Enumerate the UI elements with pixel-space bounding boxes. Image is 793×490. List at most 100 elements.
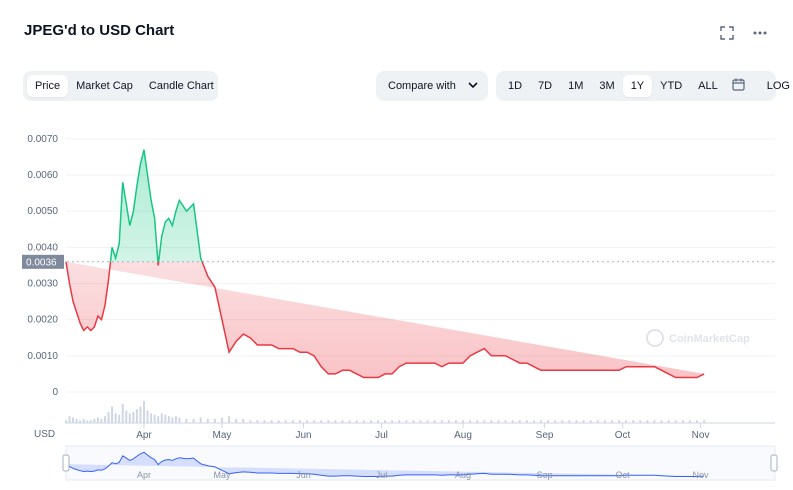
tab-1y[interactable]: 1Y	[622, 75, 653, 97]
fullscreen-icon[interactable]	[719, 26, 735, 42]
log-toggle[interactable]: LOG	[766, 80, 790, 92]
volume-bar	[235, 418, 238, 423]
price-line-down	[65, 261, 705, 379]
more-icon[interactable]	[752, 26, 768, 42]
current-price-label-bg	[22, 254, 64, 269]
volume-bar	[320, 420, 323, 423]
volume-bar	[174, 416, 177, 423]
x-tick-label: Nov	[692, 430, 710, 441]
volume-bar	[150, 413, 153, 423]
volume-bar	[660, 420, 663, 423]
range-tabs: 1D 7D 1M 3M 1Y YTD ALL LOG	[496, 71, 790, 101]
volume-bar	[157, 416, 160, 423]
volume-bar	[249, 420, 252, 423]
volume-bar	[298, 420, 301, 423]
volume-bar	[242, 418, 245, 423]
price-area-up	[66, 149, 203, 262]
volume-bar	[206, 418, 209, 423]
volume-bar	[440, 420, 443, 423]
tab-price[interactable]: Price	[27, 75, 69, 97]
view-tabs: Price Market Cap Candle Chart	[23, 71, 218, 101]
volume-bar	[412, 420, 415, 423]
x-tick-label: May	[213, 430, 232, 441]
compare-dropdown[interactable]: Compare with	[376, 71, 488, 101]
volume-bar	[213, 418, 216, 423]
volume-bar	[93, 418, 96, 423]
tab-candle-chart[interactable]: Candle Chart	[148, 80, 214, 92]
volume-bar	[256, 420, 259, 423]
volume-bar	[199, 417, 202, 423]
volume-bar	[348, 420, 351, 423]
volume-bar	[86, 420, 89, 423]
volume-bar	[454, 420, 457, 423]
volume-bar	[263, 420, 266, 423]
calendar-icon[interactable]	[726, 78, 751, 94]
x-tick-label: Sep	[536, 430, 554, 441]
navigator-tick-label: Oct	[616, 470, 631, 480]
navigator-area	[66, 452, 705, 477]
watermark-text: CoinMarketCap	[669, 333, 750, 345]
volume-bar	[610, 420, 613, 423]
volume-bar	[632, 420, 635, 423]
volume-bar	[696, 420, 699, 423]
volume-bar	[228, 416, 231, 423]
volume-bar	[554, 420, 557, 423]
volume-bar	[334, 420, 337, 423]
volume-bar	[178, 417, 181, 423]
price-line-up	[65, 149, 203, 262]
currency-label: USD	[34, 429, 55, 440]
y-tick-label: 0	[52, 387, 58, 398]
navigator-tick-label: Aug	[455, 470, 471, 480]
volume-bar	[171, 417, 174, 423]
volume-bar	[291, 420, 294, 423]
y-tick-label: 0.0040	[27, 242, 58, 253]
y-tick-label: 0.0050	[27, 206, 58, 217]
volume-bar	[575, 420, 578, 423]
tab-ytd[interactable]: YTD	[660, 80, 683, 92]
volume-bar	[132, 412, 135, 423]
volume-bar	[532, 420, 535, 423]
x-tick-label: Oct	[615, 430, 631, 441]
volume-bar	[433, 420, 436, 423]
volume-bar	[167, 416, 170, 423]
volume-bar	[674, 420, 677, 423]
navigator-tick-label: May	[213, 470, 231, 480]
volume-bar	[426, 420, 429, 423]
navigator-frame[interactable]	[65, 445, 776, 481]
volume-bar	[103, 416, 106, 423]
volume-bar	[96, 417, 99, 423]
volume-bar	[525, 420, 528, 423]
tab-all[interactable]: ALL	[698, 80, 718, 92]
tab-market-cap[interactable]: Market Cap	[76, 80, 133, 92]
volume-bar	[135, 409, 138, 423]
volume-bar	[313, 420, 316, 423]
volume-bar	[490, 420, 493, 423]
volume-bar	[72, 417, 75, 423]
navigator-left-handle[interactable]	[62, 454, 70, 472]
volume-bar	[483, 420, 486, 423]
coinmarketcap-logo-icon	[646, 329, 664, 347]
volume-bar	[107, 412, 110, 423]
volume-bar	[270, 420, 273, 423]
volume-bar	[75, 418, 78, 423]
volume-bar	[603, 420, 606, 423]
volume-bar	[125, 410, 128, 423]
volume-bar	[118, 414, 121, 423]
tab-1m[interactable]: 1M	[568, 80, 584, 92]
tab-3m[interactable]: 3M	[599, 80, 615, 92]
volume-bar	[362, 420, 365, 423]
volume-bar	[469, 420, 472, 423]
tab-1d[interactable]: 1D	[508, 80, 523, 92]
volume-bar	[284, 420, 287, 423]
navigator-right-handle[interactable]	[770, 454, 778, 472]
y-tick-label: 0.0030	[27, 279, 58, 290]
volume-bar	[625, 420, 628, 423]
tab-7d[interactable]: 7D	[538, 80, 553, 92]
volume-bar	[65, 420, 67, 423]
y-tick-label: 0.0060	[27, 170, 58, 181]
volume-bar	[384, 420, 387, 423]
compare-label: Compare with	[388, 80, 456, 92]
volume-bar	[89, 420, 92, 423]
volume-bar	[518, 420, 521, 423]
x-tick-label: Jul	[375, 430, 388, 441]
